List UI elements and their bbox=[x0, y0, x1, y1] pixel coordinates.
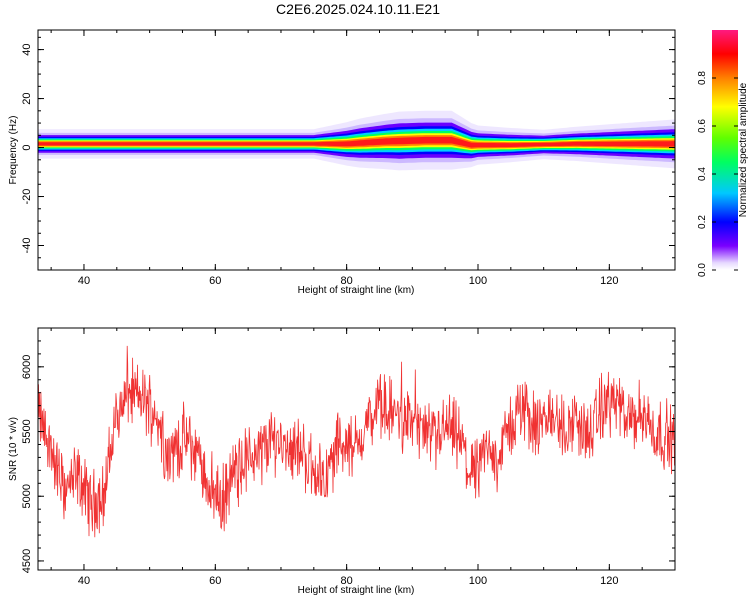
spectrum-x-tick-label: 60 bbox=[209, 275, 221, 287]
spectrum-y-tick-label: 0 bbox=[21, 144, 33, 150]
colorbar-tick-label: 0.4 bbox=[697, 167, 708, 181]
snr-x-tick-label: 100 bbox=[469, 575, 487, 587]
colorbar-tick-label: 0.6 bbox=[697, 119, 708, 133]
snr-plot-frame bbox=[37, 327, 676, 571]
snr-series-line bbox=[38, 345, 675, 538]
snr-x-ticks: 40 60 80 100 120 bbox=[50, 328, 676, 587]
spectrum-y-tick-label: 40 bbox=[21, 43, 33, 55]
spectrum-plot-frame bbox=[37, 29, 676, 271]
spectrum-y-tick-label: -40 bbox=[21, 238, 33, 254]
figure-title: C2E6.2025.024.10.11.E21 bbox=[276, 1, 440, 17]
spectrum-x-ticks: 40 60 80 100 120 bbox=[50, 30, 676, 287]
spectrum-x-axis-label: Height of straight line (km) bbox=[298, 285, 415, 296]
colorbar-gradient bbox=[712, 30, 738, 270]
colorbar: 0.0 0.2 0.4 0.6 0.8 Normalized spectral ampl… bbox=[697, 30, 749, 277]
spectrum-band-red bbox=[38, 136, 675, 148]
snr-y-tick-label: 4500 bbox=[21, 549, 33, 573]
spectrum-y-axis-label: Frequency (Hz) bbox=[8, 116, 19, 185]
spectrum-plot-area bbox=[38, 110, 675, 171]
snr-panel: 40 60 80 100 120 4500 5000 5500 6000 Height of … bbox=[8, 327, 676, 596]
spectrum-x-tick-label: 120 bbox=[600, 275, 618, 287]
colorbar-tick-label: 0.0 bbox=[697, 263, 708, 277]
colorbar-tick-label: 0.2 bbox=[697, 215, 708, 229]
snr-x-tick-label: 40 bbox=[78, 575, 90, 587]
spectrum-panel: 40 60 80 100 120 40 20 0 -20 -40 Height of strai… bbox=[8, 29, 676, 296]
spectrum-y-tick-label: 20 bbox=[21, 92, 33, 104]
spectrum-x-tick-label: 100 bbox=[469, 275, 487, 287]
snr-y-axis-label: SNR (10 * v/v) bbox=[8, 417, 19, 481]
colorbar-tick-label: 0.8 bbox=[697, 71, 708, 85]
spectrum-y-tick-label: -20 bbox=[21, 189, 33, 205]
snr-x-tick-label: 80 bbox=[341, 575, 353, 587]
snr-x-axis-label: Height of straight line (km) bbox=[298, 585, 415, 596]
spectrum-y-ticks: 40 20 0 -20 -40 bbox=[21, 36, 675, 259]
colorbar-label: Normalized spectral amplitude bbox=[738, 82, 749, 217]
colorbar-ticks: 0.0 0.2 0.4 0.6 0.8 bbox=[697, 71, 738, 277]
snr-y-tick-label: 5000 bbox=[21, 484, 33, 508]
snr-x-tick-label: 60 bbox=[209, 575, 221, 587]
snr-y-tick-label: 5500 bbox=[21, 419, 33, 443]
spectrum-x-tick-label: 80 bbox=[341, 275, 353, 287]
snr-x-tick-label: 120 bbox=[600, 575, 618, 587]
snr-y-tick-label: 6000 bbox=[21, 355, 33, 379]
spectrum-x-tick-label: 40 bbox=[78, 275, 90, 287]
snr-y-ticks: 4500 5000 5500 6000 bbox=[21, 340, 675, 573]
